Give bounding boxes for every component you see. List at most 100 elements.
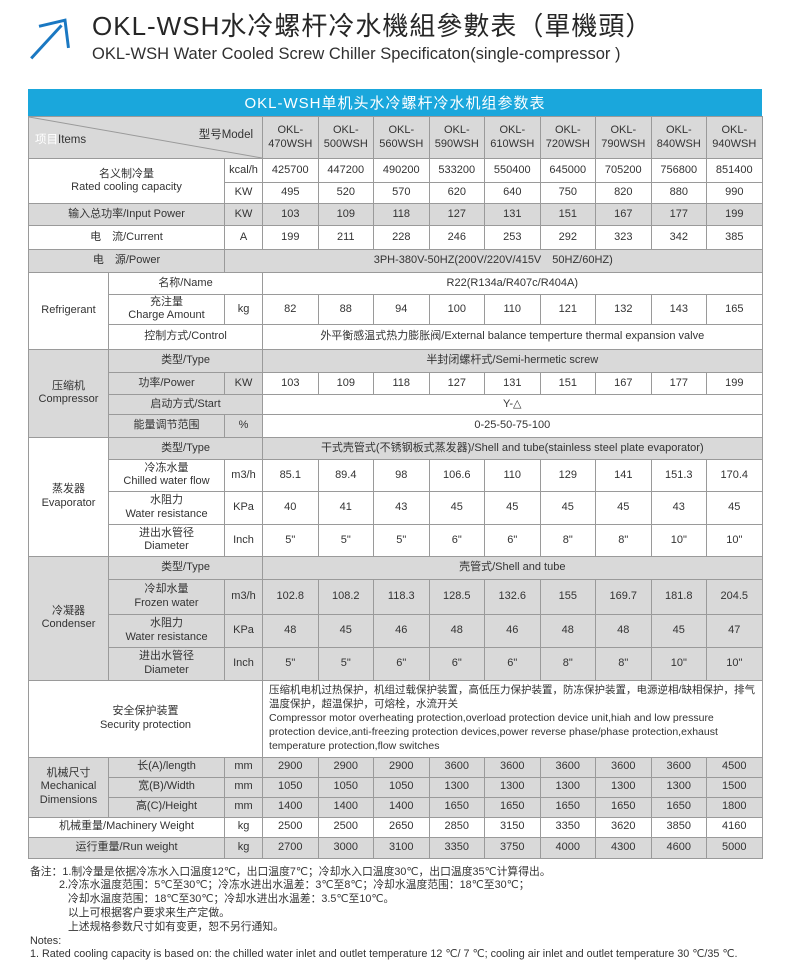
value-cell: 880: [650, 182, 708, 204]
table-row: 启动方式/Start Y-△: [29, 393, 763, 415]
value-cell: OKL- 940WSH: [706, 116, 763, 159]
value-cell: 1500: [706, 776, 763, 798]
value-cell: 94: [373, 294, 430, 325]
value-cell: 3100: [373, 836, 430, 859]
value-cell: 550400: [484, 158, 541, 183]
table-banner: OKL-WSH单机头水冷螺杆冷水机组参数表: [28, 89, 762, 116]
value-cell: 151: [539, 371, 597, 395]
value-cell: 82: [262, 294, 319, 325]
row-label-cell: 运行重量/Run weight: [28, 836, 225, 859]
unit-cell: KPa: [223, 490, 264, 525]
value-cell: 41: [317, 490, 375, 525]
value-cell: 169.7: [595, 578, 652, 615]
value-cell: 46: [373, 613, 430, 648]
value-cell: 8": [539, 646, 597, 681]
value-cell: 6": [484, 523, 541, 557]
value-cell: 2850: [428, 816, 486, 838]
unit-cell: A: [223, 225, 264, 250]
value-cell: 103: [262, 371, 319, 395]
value-cell: 131: [484, 371, 541, 395]
value-cell: 6": [373, 646, 430, 681]
value-cell: 3750: [484, 836, 541, 859]
value-cell: 45: [484, 490, 541, 525]
value-cell: 45: [650, 613, 708, 648]
table-row: 宽(B)/Width mm 1050 1050 1050 1300 1300 1300 1300…: [29, 776, 763, 798]
table-row: 进出水管径 Diameter Inch 5" 5" 6" 6" 6" 8" 8" 10" 10": [29, 646, 763, 681]
unit-cell: mm: [223, 776, 264, 798]
value-cell: 3600: [595, 756, 652, 778]
value-cell: 705200: [595, 158, 652, 183]
value-cell: 199: [706, 203, 763, 226]
value-cell: 490200: [373, 158, 430, 183]
value-cell: 48: [539, 613, 597, 648]
value-cell: 85.1: [262, 458, 319, 492]
value-cell: 127: [428, 203, 486, 226]
value-cell: OKL- 610WSH: [484, 116, 541, 159]
row-label-cell: 电 流/Current: [28, 225, 225, 250]
value-cell: 292: [539, 225, 597, 250]
value-cell: 3600: [484, 756, 541, 778]
value-cell: 3350: [539, 816, 597, 838]
arrow-icon: [26, 12, 78, 70]
row-label-cell: 控制方式/Control: [107, 323, 264, 350]
row-label-cell: 水阻力 Water resistance: [108, 490, 225, 525]
value-cell: OKL- 560WSH: [373, 116, 430, 159]
group-label-cell: Refrigerant: [28, 272, 109, 350]
value-cell: 5": [317, 646, 375, 681]
value-cell: 48: [428, 613, 486, 648]
value-cell: 820: [595, 182, 652, 204]
value-cell: 1050: [262, 776, 319, 798]
table-row: 输入总功率/Input Power KW 103 109 118 127 131 151 167…: [28, 203, 763, 226]
value-cell: 45: [595, 490, 652, 525]
value-cell: 3PH-380V-50HZ(200V/220V/415V 50HZ/60HZ): [224, 249, 763, 273]
row-label-cell: 启动方式/Start: [107, 393, 264, 415]
row-label-cell: 机械重量/Machinery Weight: [28, 816, 225, 838]
value-cell: 45: [706, 490, 763, 525]
table-row: 冷却水量 Frozen water m3/h 102.8 108.2 118.3 128.…: [29, 578, 763, 615]
unit-cell: kg: [223, 816, 264, 838]
value-cell: 167: [595, 203, 652, 226]
value-cell: 3150: [484, 816, 541, 838]
table-row: 电 源/Power 3PH-380V-50HZ(200V/220V/415V 50…: [28, 249, 763, 273]
value-cell: 干式壳管式(不锈钢板式蒸发器)/Shell and tube(stainless…: [262, 436, 763, 460]
row-label-cell: 冷冻水量 Chilled water flow: [108, 458, 225, 492]
value-cell: 1650: [539, 796, 597, 818]
value-cell: 211: [317, 225, 375, 250]
value-cell: 外平衡感温式热力膨胀阀/External balance temperture …: [262, 323, 763, 350]
row-label-cell: 类型/Type: [107, 348, 264, 373]
value-cell: 4160: [706, 816, 763, 838]
note-line: 备注：1.制冷量是依据冷冻水入口温度12℃，出口温度7℃；冷却水入口温度30℃，…: [30, 865, 551, 878]
value-cell: 98: [373, 458, 430, 492]
table-row: 名义制冷量 Rated cooling capacity kcal/h 425700…: [28, 158, 763, 204]
value-cell: 5": [262, 646, 319, 681]
value-cell: 0-25-50-75-100: [262, 413, 763, 438]
unit-cell: m3/h: [223, 458, 264, 492]
value-cell: 128.5: [428, 578, 486, 615]
value-cell: 118: [373, 203, 430, 226]
row-label-cell: 充注量 Charge Amount: [108, 294, 225, 325]
value-cell: 109: [317, 203, 375, 226]
value-cell: 45: [428, 490, 486, 525]
value-cell: 199: [262, 225, 319, 250]
value-cell: 323: [595, 225, 652, 250]
group-label-cell: 压缩机 Compressor: [28, 348, 109, 438]
value-cell: 1300: [428, 776, 486, 798]
value-cell: 10": [650, 523, 708, 557]
value-cell: 342: [650, 225, 708, 250]
table-row: 水阻力 Water resistance KPa 48 45 46 48 46 48 48 45 4…: [29, 613, 763, 648]
notes-zh: 备注：1.制冷量是依据冷冻水入口温度12℃，出口温度7℃；冷却水入口温度30℃，…: [30, 866, 790, 935]
value-cell: OKL- 790WSH: [595, 116, 652, 159]
value-cell: 141: [595, 458, 652, 492]
value-cell: 1300: [650, 776, 708, 798]
spec-table-body: 项目Items 型号Model OKL- 470WSH OKL- 500WSH OKL-…: [27, 116, 763, 859]
value-cell: 88: [317, 294, 375, 325]
value-cell: 3000: [317, 836, 375, 859]
value-cell: 177: [650, 203, 708, 226]
value-cell: 155: [539, 578, 597, 615]
row-label-cell: 冷却水量 Frozen water: [108, 578, 225, 615]
value-cell: 108.2: [317, 578, 375, 615]
value-cell: 45: [539, 490, 597, 525]
value-cell: 121: [539, 294, 597, 325]
value-cell: 3350: [428, 836, 486, 859]
value-cell: 2500: [317, 816, 375, 838]
